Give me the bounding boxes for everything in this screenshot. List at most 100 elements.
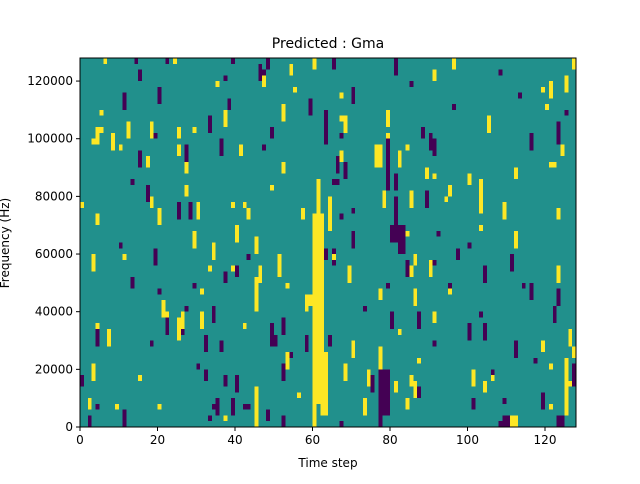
heatmap-cell [448, 184, 452, 197]
heatmap-cell [122, 254, 127, 260]
heatmap-band [502, 415, 511, 427]
heatmap-cell [192, 282, 197, 289]
heatmap-cell [242, 202, 247, 208]
heatmap-band [324, 109, 328, 145]
heatmap-cell [362, 398, 367, 416]
heatmap-cell [502, 202, 507, 220]
heatmap-band [572, 363, 576, 387]
heatmap-cell [386, 282, 390, 289]
heatmap-cell [188, 202, 193, 220]
heatmap-cell [118, 242, 123, 249]
heatmap-cell [432, 69, 437, 82]
heatmap-cell [192, 127, 197, 133]
heatmap-cell [107, 328, 111, 347]
heatmap-band [397, 225, 406, 255]
heatmap-cell [145, 156, 150, 168]
heatmap-cell [184, 305, 189, 312]
heatmap-cell [568, 380, 573, 387]
heatmap-cell [397, 150, 402, 168]
heatmap-cell [304, 294, 309, 312]
heatmap-cell [176, 317, 181, 335]
heatmap-cell [409, 81, 414, 87]
heatmap-cell [331, 179, 336, 185]
heatmap-cell [335, 179, 340, 185]
heatmap-cell [572, 58, 576, 70]
heatmap-cell [246, 207, 251, 220]
heatmap-cell [242, 323, 247, 329]
heatmap-cell [223, 271, 228, 283]
heatmap-cell [192, 230, 197, 249]
heatmap-cell [277, 265, 282, 278]
heatmap-cell [211, 242, 216, 260]
heatmap-cell [517, 92, 522, 99]
heatmap-cell [281, 415, 286, 427]
heatmap-cell [304, 334, 309, 353]
heatmap-cell [405, 398, 410, 410]
heatmap-cell [339, 92, 344, 99]
heatmap-cell [471, 398, 476, 410]
heatmap-cell [308, 294, 313, 306]
heatmap-cell [161, 300, 166, 318]
heatmap-cell [87, 415, 92, 427]
heatmap-cell [483, 265, 487, 283]
heatmap-cell [405, 144, 410, 151]
heatmap-band [312, 403, 317, 427]
heatmap-cell [184, 184, 189, 197]
heatmap-cell [204, 334, 208, 353]
heatmap-cell [126, 121, 131, 139]
heatmap-cell [238, 144, 243, 157]
x-axis: 0 20 40 60 80 100 120 [76, 427, 556, 447]
heatmap-cell [227, 98, 232, 110]
heatmap-cell [556, 132, 561, 145]
heatmap-cell [339, 421, 344, 427]
heatmap-cell [111, 132, 115, 151]
heatmap-cell [157, 288, 162, 295]
heatmap-cell [80, 202, 84, 208]
heatmap-cell [366, 369, 371, 387]
heatmap-cell [219, 340, 224, 353]
heatmap-cell [514, 167, 518, 180]
heatmap-band [328, 196, 332, 231]
heatmap-cell [99, 109, 104, 116]
heatmap-cell [145, 184, 150, 203]
heatmap-cell [479, 311, 483, 318]
heatmap-cell [153, 132, 158, 139]
heatmap-cell [417, 386, 421, 399]
heatmap-cell [281, 317, 286, 335]
heatmap-band [378, 409, 383, 427]
heatmap-cell [572, 346, 576, 358]
heatmap-cell [479, 196, 483, 214]
heatmap-cell [262, 69, 266, 76]
y-axis-label: Frequency (Hz) [0, 198, 12, 289]
heatmap-cell [99, 127, 104, 133]
heatmap-cell [231, 58, 235, 64]
heatmap-cell [541, 392, 545, 410]
heatmap-cell [331, 254, 336, 260]
heatmap-cell [335, 156, 340, 174]
heatmap-cell [180, 311, 185, 329]
heatmap-cell [165, 58, 170, 64]
heatmap-cell [103, 58, 108, 64]
heatmap-cell [424, 167, 429, 180]
heatmap-cell [91, 138, 96, 145]
heatmap-cell [114, 403, 119, 410]
heatmap-cell [285, 352, 290, 370]
heatmap-cell [351, 230, 356, 249]
heatmap-cell [204, 369, 208, 381]
heatmap-band [393, 196, 398, 226]
heatmap-cell [328, 334, 332, 347]
heatmap-cell [293, 86, 297, 93]
x-tick-label: 80 [382, 433, 397, 447]
heatmap-cell [269, 184, 274, 191]
heatmap-cell [138, 375, 142, 381]
heatmap-cell [157, 207, 162, 226]
heatmap-cell [502, 398, 507, 404]
heatmap-cell [564, 109, 569, 116]
heatmap-cell [339, 150, 344, 162]
heatmap-cell [285, 282, 290, 289]
heatmap-cell [343, 115, 348, 133]
heatmap-cell [80, 375, 84, 387]
heatmap-cell [362, 305, 367, 312]
heatmap-cell [207, 415, 212, 422]
